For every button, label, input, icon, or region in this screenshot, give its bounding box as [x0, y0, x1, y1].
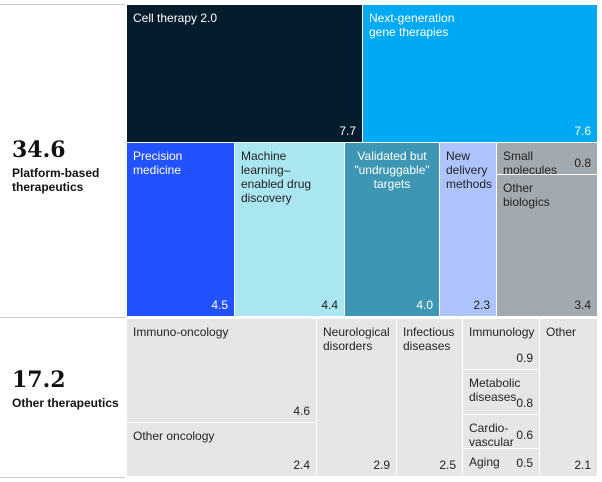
tile-small-molecules: Small molecules 0.8	[497, 143, 597, 174]
tile-label: Precision medicine	[133, 149, 183, 177]
tile-label: Neurological disorders	[323, 325, 390, 353]
tile-label: Other biologics	[503, 181, 550, 209]
group-name: Other therapeutics	[12, 396, 119, 410]
tile-label: Infectious diseases	[403, 325, 455, 353]
tile-cardio-vascular: Cardio- vascular 0.6	[463, 415, 539, 448]
tile-value: 4.0	[416, 298, 433, 312]
tile-value: 0.5	[516, 456, 533, 470]
tile-value: 2.4	[293, 458, 310, 472]
tile-value: 0.8	[574, 156, 591, 170]
group-total: 17.2	[12, 367, 66, 393]
tile-label: Immunology	[469, 325, 535, 339]
tile-machine-learning-enabled-drug-discovery: Machine learning– enabled drug discovery…	[235, 143, 344, 316]
tile-immuno-oncology: Immuno-oncology 4.6	[127, 319, 316, 422]
tile-value: 0.8	[516, 396, 533, 410]
tile-value: 2.3	[473, 298, 490, 312]
tile-value: 2.5	[439, 458, 456, 472]
divider-bottom	[0, 477, 125, 478]
tile-metabolic-diseases: Metabolic diseases 0.8	[463, 370, 539, 414]
group-name: Platform-based therapeutics	[12, 166, 100, 194]
tile-value: 3.4	[574, 298, 591, 312]
tile-value: 4.6	[293, 404, 310, 418]
tile-label: Machine learning– enabled drug discovery	[241, 149, 312, 205]
tile-label: Next-generation gene therapies	[369, 11, 455, 39]
tile-label: Metabolic diseases	[469, 376, 521, 404]
group-label-platform: 34.6 Platform-based therapeutics	[12, 138, 122, 194]
group-label-other: 17.2 Other therapeutics	[12, 368, 122, 410]
tile-neurological-disorders: Neurological disorders 2.9	[317, 319, 396, 476]
tile-immunology: Immunology 0.9	[463, 319, 539, 369]
tile-infectious-diseases: Infectious diseases 2.5	[397, 319, 462, 476]
tile-new-delivery-methods: New delivery methods 2.3	[440, 143, 496, 316]
tile-label: Small molecules	[503, 149, 558, 174]
tile-label: Other oncology	[133, 429, 215, 443]
tile-label: Immuno-oncology	[133, 325, 229, 339]
tile-label: Other	[546, 325, 577, 339]
tile-label: Validated but "undruggable" targets	[354, 149, 430, 191]
tile-other-oncology: Other oncology 2.4	[127, 423, 316, 476]
tile-value: 7.6	[574, 124, 591, 138]
tile-value: 0.6	[516, 428, 533, 442]
divider-top	[0, 4, 125, 5]
tile-label: Aging	[469, 455, 500, 469]
tile-value: 2.9	[373, 458, 390, 472]
group-total: 34.6	[12, 137, 66, 163]
tile-value: 4.5	[211, 298, 228, 312]
tile-next-generation-gene-therapies: Next-generation gene therapies 7.6	[363, 5, 597, 142]
divider-middle	[0, 317, 125, 318]
tile-other-biologics: Other biologics 3.4	[497, 175, 597, 316]
tile-value: 2.1	[574, 458, 591, 472]
tile-aging: Aging 0.5	[463, 449, 539, 476]
tile-label: Cell therapy 2.0	[133, 11, 218, 25]
tile-precision-medicine: Precision medicine 4.5	[127, 143, 234, 316]
tile-validated-but-undruggable-targets: Validated but "undruggable" targets 4.0	[345, 143, 439, 316]
tile-value: 0.9	[516, 351, 533, 365]
tile-label: New delivery methods	[446, 149, 493, 191]
tile-cell-therapy-2-0: Cell therapy 2.0 7.7	[127, 5, 362, 142]
tile-label: Cardio- vascular	[469, 421, 514, 448]
tile-other: Other 2.1	[540, 319, 597, 476]
tile-value: 4.4	[321, 298, 338, 312]
tile-value: 7.7	[339, 124, 356, 138]
